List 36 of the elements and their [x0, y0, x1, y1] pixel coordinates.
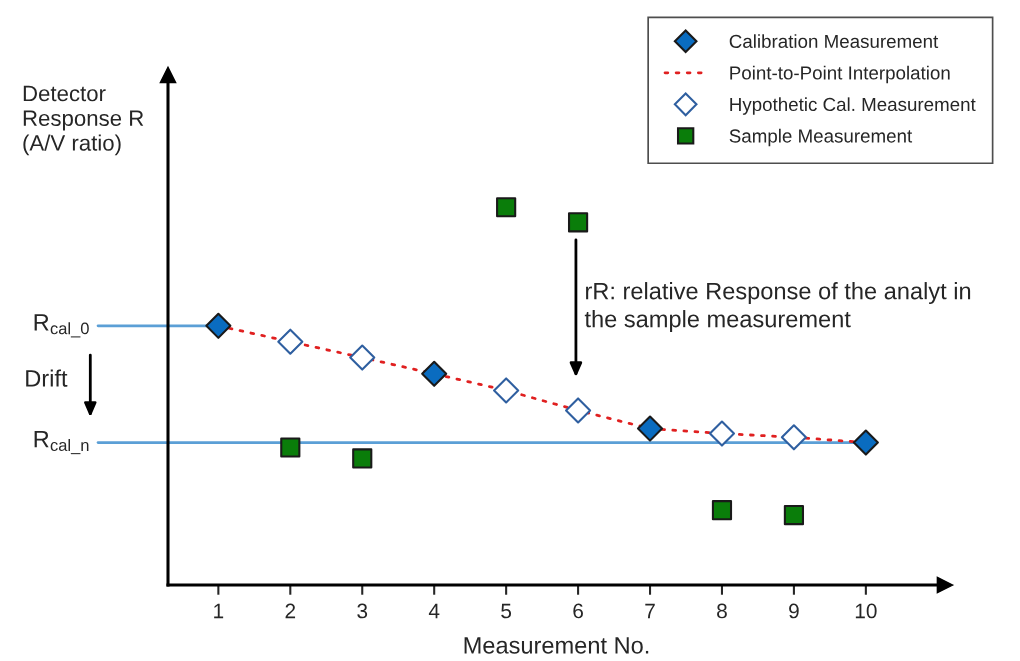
x-tick-label: 7: [645, 603, 655, 619]
x-axis-title: Measurement No.: [464, 637, 649, 654]
x-tick-label: 9: [789, 603, 799, 619]
point: [496, 197, 517, 218]
ref-line-label: R$_{cal_0}$: [34, 314, 89, 338]
x-tick-label: 8: [717, 603, 727, 619]
point: [565, 397, 592, 424]
point: [205, 312, 232, 339]
x-tick-label: 6: [573, 603, 583, 619]
y-axis-title: Detector Response R (A/V ratio): [23, 85, 144, 156]
x-tick-label: 1: [214, 603, 224, 619]
point: [780, 424, 807, 451]
point: [280, 437, 301, 458]
ref-line-label: R$_{cal_n}$: [34, 430, 89, 455]
x-tick-label: 5: [501, 603, 512, 619]
x-tick-label: 2: [285, 603, 296, 619]
x-tick-label: 10: [855, 603, 877, 619]
text: Drift: [26, 369, 68, 387]
point: [349, 344, 376, 371]
x-tick-label: 4: [428, 603, 440, 619]
point: [636, 415, 664, 442]
legend-label: Sample Measurement: [729, 128, 913, 147]
point: [567, 212, 589, 233]
point: [277, 328, 304, 355]
legend-label: Hypothetic Cal. Measurement: [730, 97, 976, 115]
point: [708, 420, 736, 447]
legend-label: Calibration Measurement: [729, 34, 939, 49]
legend-label: Point-to-Point Interpolation: [730, 65, 950, 84]
point: [852, 429, 879, 456]
x-tick-label: 3: [357, 603, 368, 619]
point: [711, 500, 733, 521]
point: [352, 448, 373, 469]
point: [783, 505, 805, 526]
annotation: rR: relative Response of the analyt in the sample measurement: [584, 282, 971, 333]
point: [493, 377, 520, 404]
point: [421, 360, 448, 387]
